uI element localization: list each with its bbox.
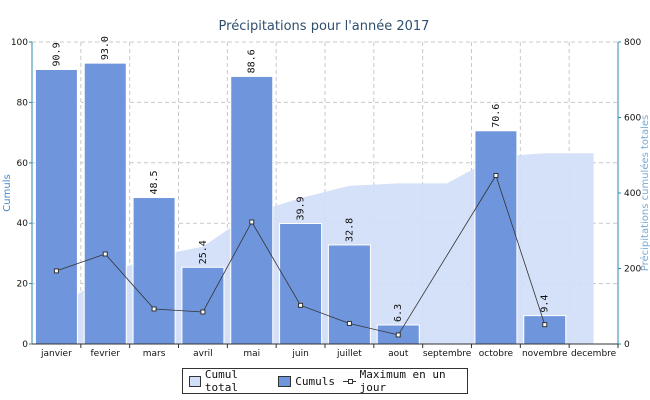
axis-layer: 0 20 40 60 80 100 0 200 400 600 800 janvier fevrier m… xyxy=(2,38,650,359)
legend-item-maximum: Maximum en un jour xyxy=(342,368,467,394)
data-label-octobre: 70.6 xyxy=(491,104,502,128)
y2-tick-label: 600 xyxy=(624,114,641,124)
x-tick-label-mai: mai xyxy=(243,349,260,359)
y2-tick-label: 400 xyxy=(624,189,641,199)
x-tick-label-mars: mars xyxy=(143,349,166,359)
x-tick-label-janvier: janvier xyxy=(40,349,72,359)
x-tick-label-fevrier: fevrier xyxy=(91,349,121,359)
bar-avril xyxy=(181,266,225,345)
y2-tick-label: 200 xyxy=(624,265,641,275)
bar-mars xyxy=(132,197,176,345)
legend-swatch-cumuls xyxy=(278,375,292,387)
x-tick-label-octobre: octobre xyxy=(479,349,514,359)
data-label-aout: 6.3 xyxy=(393,304,404,322)
data-label-mai: 88.6 xyxy=(247,49,258,73)
bar-novembre xyxy=(523,315,567,345)
data-label-avril: 25.4 xyxy=(198,240,209,264)
legend-label-cumuls: Cumuls xyxy=(295,374,335,388)
legend-item-cumuls: Cumuls xyxy=(278,375,335,388)
x-tick-label-juin: juin xyxy=(291,349,308,359)
point-maximum-mars xyxy=(151,306,157,312)
y2-axis-title: Précipitations cumulées totales xyxy=(639,115,650,272)
y-tick-label: 40 xyxy=(17,219,29,229)
point-maximum-aout xyxy=(395,332,401,338)
data-label-fevrier: 93.0 xyxy=(100,36,111,60)
data-label-janvier: 90.9 xyxy=(51,42,62,66)
bar-mai xyxy=(230,75,274,345)
point-maximum-mai xyxy=(249,219,255,225)
x-tick-label-novembre: novembre xyxy=(522,349,568,359)
x-tick-label-avril: avril xyxy=(193,349,213,359)
point-maximum-avril xyxy=(200,309,206,315)
y-axis-title: Cumuls xyxy=(2,174,13,211)
label-layer: 90.9 93.0 48.5 25.4 88.6 39.9 32.8 6.3 70.6 9.4 xyxy=(51,36,550,322)
bar-octobre xyxy=(474,130,518,345)
x-tick-label-septembre: septembre xyxy=(423,349,472,359)
data-label-juillet: 32.8 xyxy=(344,218,355,242)
series-line-maximum xyxy=(56,174,546,336)
y-tick-label: 80 xyxy=(17,98,29,108)
legend-swatch-cumul-total xyxy=(189,375,201,387)
y-tick-label: 0 xyxy=(22,340,28,350)
line-layer xyxy=(53,172,548,338)
bar-juin xyxy=(279,223,323,345)
point-maximum-juillet xyxy=(346,320,352,326)
legend-label-cumul-total: Cumul total xyxy=(204,368,238,394)
data-label-juin: 39.9 xyxy=(296,196,307,220)
bar-layer xyxy=(34,62,567,345)
legend: Cumul total Cumuls Maximum en un jour xyxy=(182,368,468,394)
x-tick-label-aout: aout xyxy=(388,349,409,359)
bar-fevrier xyxy=(83,62,127,345)
bar-janvier xyxy=(34,68,78,345)
point-maximum-octobre xyxy=(493,172,499,178)
legend-label-maximum: Maximum en un jour xyxy=(359,368,446,394)
point-maximum-novembre xyxy=(542,322,548,328)
legend-item-cumul-total: Cumul total xyxy=(189,368,270,394)
data-label-mars: 48.5 xyxy=(149,170,160,194)
chart-title: Précipitations pour l'année 2017 xyxy=(219,19,430,34)
point-maximum-fevrier xyxy=(102,251,108,257)
y-tick-label: 20 xyxy=(17,280,29,290)
point-maximum-juin xyxy=(298,302,304,308)
data-label-novembre: 9.4 xyxy=(540,295,551,313)
y-tick-label: 60 xyxy=(17,159,29,169)
point-maximum-janvier xyxy=(53,268,59,274)
bar-juillet xyxy=(327,244,371,345)
y2-tick-label: 800 xyxy=(624,38,641,48)
legend-line-marker-icon xyxy=(342,376,356,387)
y-tick-label: 100 xyxy=(11,38,28,48)
y2-tick-label: 0 xyxy=(624,340,630,350)
x-tick-label-juillet: juillet xyxy=(336,349,362,359)
x-tick-label-decembre: decembre xyxy=(571,349,617,359)
